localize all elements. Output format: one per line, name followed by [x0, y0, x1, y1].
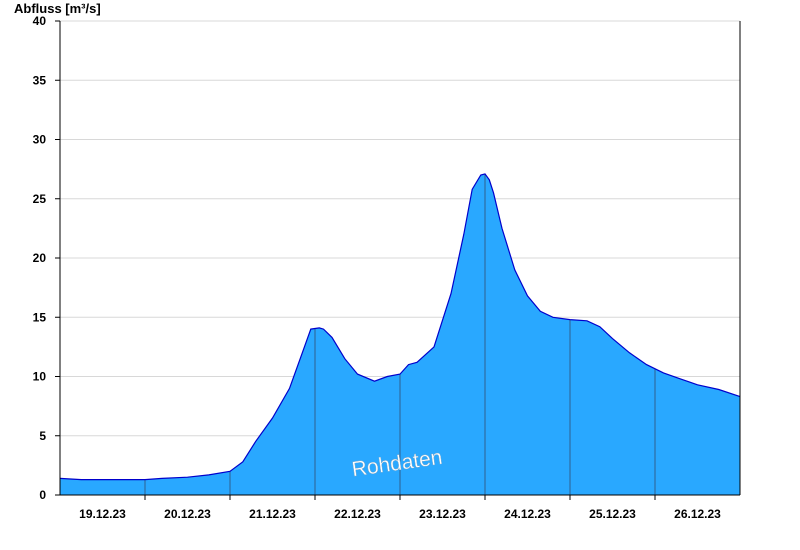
y-tick-label: 0 — [39, 488, 46, 502]
y-tick-label: 10 — [33, 370, 47, 384]
y-tick-label: 5 — [39, 429, 46, 443]
x-tick-label: 24.12.23 — [504, 507, 551, 521]
y-tick-label: 40 — [33, 14, 47, 28]
y-axis-label: Abfluss [m³/s] — [14, 1, 101, 16]
y-tick-label: 25 — [33, 192, 47, 206]
x-tick-label: 21.12.23 — [249, 507, 296, 521]
x-tick-label: 26.12.23 — [674, 507, 721, 521]
x-tick-label: 23.12.23 — [419, 507, 466, 521]
discharge-line — [59, 173, 741, 481]
y-tick-label: 15 — [33, 310, 47, 324]
day-dividers — [144, 173, 656, 495]
x-tick-labels: 19.12.23 20.12.23 21.12.23 22.12.23 23.12.23… — [79, 495, 721, 521]
x-tick-label: 22.12.23 — [334, 507, 381, 521]
y-tick-label: 30 — [33, 133, 47, 147]
x-tick-label: 19.12.23 — [79, 507, 126, 521]
x-tick-label: 20.12.23 — [164, 507, 211, 521]
y-tick-labels: 0 5 10 15 20 25 30 35 40 — [33, 14, 60, 502]
x-tick-label: 25.12.23 — [589, 507, 636, 521]
y-tick-label: 35 — [33, 73, 47, 87]
y-tick-label: 20 — [33, 251, 47, 265]
gridlines — [60, 20, 740, 437]
